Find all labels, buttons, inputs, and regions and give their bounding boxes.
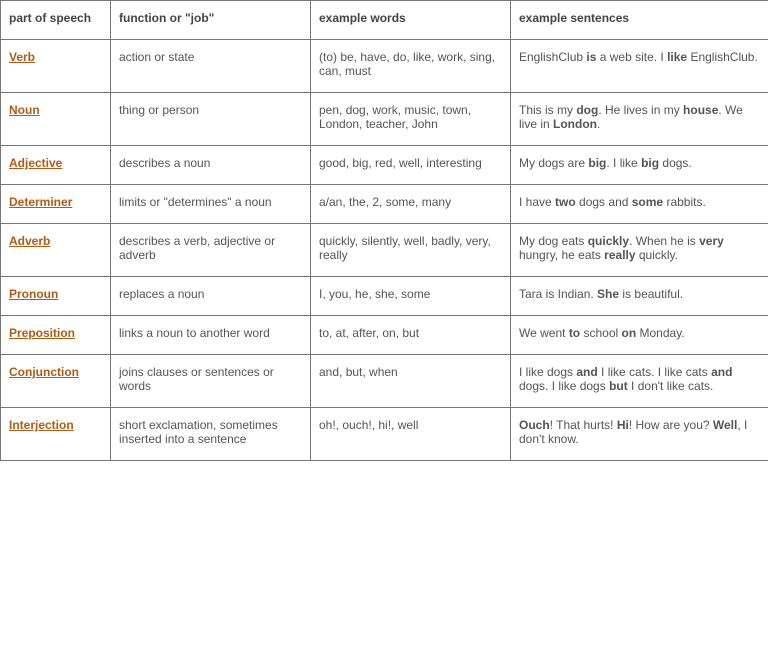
function-cell: thing or person	[111, 93, 311, 146]
table-row: Verb action or state(to) be, have, do, li…	[1, 40, 768, 93]
example-sentences-cell: We went to school on Monday.	[511, 316, 768, 355]
part-of-speech-link[interactable]: Verb	[9, 50, 35, 64]
function-cell: limits or "determines" a noun	[111, 185, 311, 224]
table-row: Conjunction joins clauses or sentences or…	[1, 355, 768, 408]
table-row: Determiner limits or "determines" a nouna…	[1, 185, 768, 224]
example-words-cell: good, big, red, well, interesting	[311, 146, 511, 185]
example-sentences-cell: I have two dogs and some rabbits.	[511, 185, 768, 224]
example-words-cell: pen, dog, work, music, town, London, tea…	[311, 93, 511, 146]
function-cell: describes a noun	[111, 146, 311, 185]
example-sentences-cell: EnglishClub is a web site. I like Englis…	[511, 40, 768, 93]
function-cell: links a noun to another word	[111, 316, 311, 355]
example-words-cell: and, but, when	[311, 355, 511, 408]
example-sentences-cell: My dog eats quickly. When he is very hun…	[511, 224, 768, 277]
part-of-speech-link[interactable]: Preposition	[9, 326, 75, 340]
table-row: Pronoun replaces a nounI, you, he, she, s…	[1, 277, 768, 316]
table-row: Noun thing or personpen, dog, work, music…	[1, 93, 768, 146]
table-row: Interjection short exclamation, sometimes…	[1, 408, 768, 461]
function-cell: short exclamation, sometimes inserted in…	[111, 408, 311, 461]
function-cell: joins clauses or sentences or words	[111, 355, 311, 408]
col-header-example-words: example words	[311, 1, 511, 40]
col-header-example-sentences: example sentences	[511, 1, 768, 40]
example-words-cell: (to) be, have, do, like, work, sing, can…	[311, 40, 511, 93]
example-words-cell: a/an, the, 2, some, many	[311, 185, 511, 224]
part-of-speech-link[interactable]: Noun	[9, 103, 40, 117]
table-row: Adjective describes a noungood, big, red,…	[1, 146, 768, 185]
table-header-row: part of speech function or "job" example…	[1, 1, 768, 40]
function-cell: describes a verb, adjective or adverb	[111, 224, 311, 277]
table-row: Preposition links a noun to another wordt…	[1, 316, 768, 355]
col-header-function: function or "job"	[111, 1, 311, 40]
function-cell: replaces a noun	[111, 277, 311, 316]
example-sentences-cell: Ouch! That hurts! Hi! How are you? Well,…	[511, 408, 768, 461]
example-sentences-cell: I like dogs and I like cats. I like cats…	[511, 355, 768, 408]
part-of-speech-link[interactable]: Interjection	[9, 418, 74, 432]
part-of-speech-link[interactable]: Adjective	[9, 156, 62, 170]
part-of-speech-link[interactable]: Conjunction	[9, 365, 79, 379]
part-of-speech-link[interactable]: Pronoun	[9, 287, 58, 301]
function-cell: action or state	[111, 40, 311, 93]
example-sentences-cell: My dogs are big. I like big dogs.	[511, 146, 768, 185]
example-sentences-cell: Tara is Indian. She is beautiful.	[511, 277, 768, 316]
col-header-part-of-speech: part of speech	[1, 1, 111, 40]
example-words-cell: I, you, he, she, some	[311, 277, 511, 316]
table-body: Verb action or state(to) be, have, do, li…	[1, 40, 768, 461]
parts-of-speech-table: part of speech function or "job" example…	[0, 0, 768, 461]
example-words-cell: to, at, after, on, but	[311, 316, 511, 355]
example-words-cell: quickly, silently, well, badly, very, re…	[311, 224, 511, 277]
example-sentences-cell: This is my dog. He lives in my house. We…	[511, 93, 768, 146]
table-row: Adverb describes a verb, adjective or adv…	[1, 224, 768, 277]
part-of-speech-link[interactable]: Adverb	[9, 234, 50, 248]
example-words-cell: oh!, ouch!, hi!, well	[311, 408, 511, 461]
part-of-speech-link[interactable]: Determiner	[9, 195, 72, 209]
